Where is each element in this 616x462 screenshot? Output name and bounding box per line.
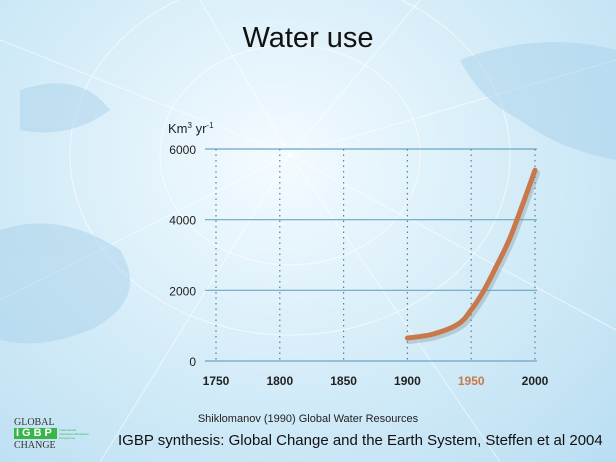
igbp-logo: GLOBAL IGBP International Geosphere-Bios… [14, 417, 89, 451]
x-tick-label: 1950 [458, 374, 485, 388]
x-tick-label: 2000 [522, 374, 549, 388]
y-tick-label: 2000 [169, 284, 196, 298]
x-tick-label: 1750 [203, 374, 230, 388]
y-tick-label: 4000 [169, 214, 196, 228]
y-tick-label: 0 [189, 355, 196, 369]
series-shadow [406, 170, 540, 345]
water-use-line [404, 167, 538, 341]
x-tick-label: 1850 [330, 374, 357, 388]
slide-title: Water use [242, 22, 374, 54]
x-tick-label: 1800 [266, 374, 293, 388]
y-tick-label: 6000 [169, 143, 196, 157]
y-axis-label: Km3 yr-1 [168, 121, 214, 136]
synthesis-citation: IGBP synthesis: Global Change and the Ea… [118, 432, 603, 449]
source-citation: Shiklomanov (1990) Global Water Resource… [197, 413, 419, 425]
x-tick-label: 1900 [394, 374, 421, 388]
